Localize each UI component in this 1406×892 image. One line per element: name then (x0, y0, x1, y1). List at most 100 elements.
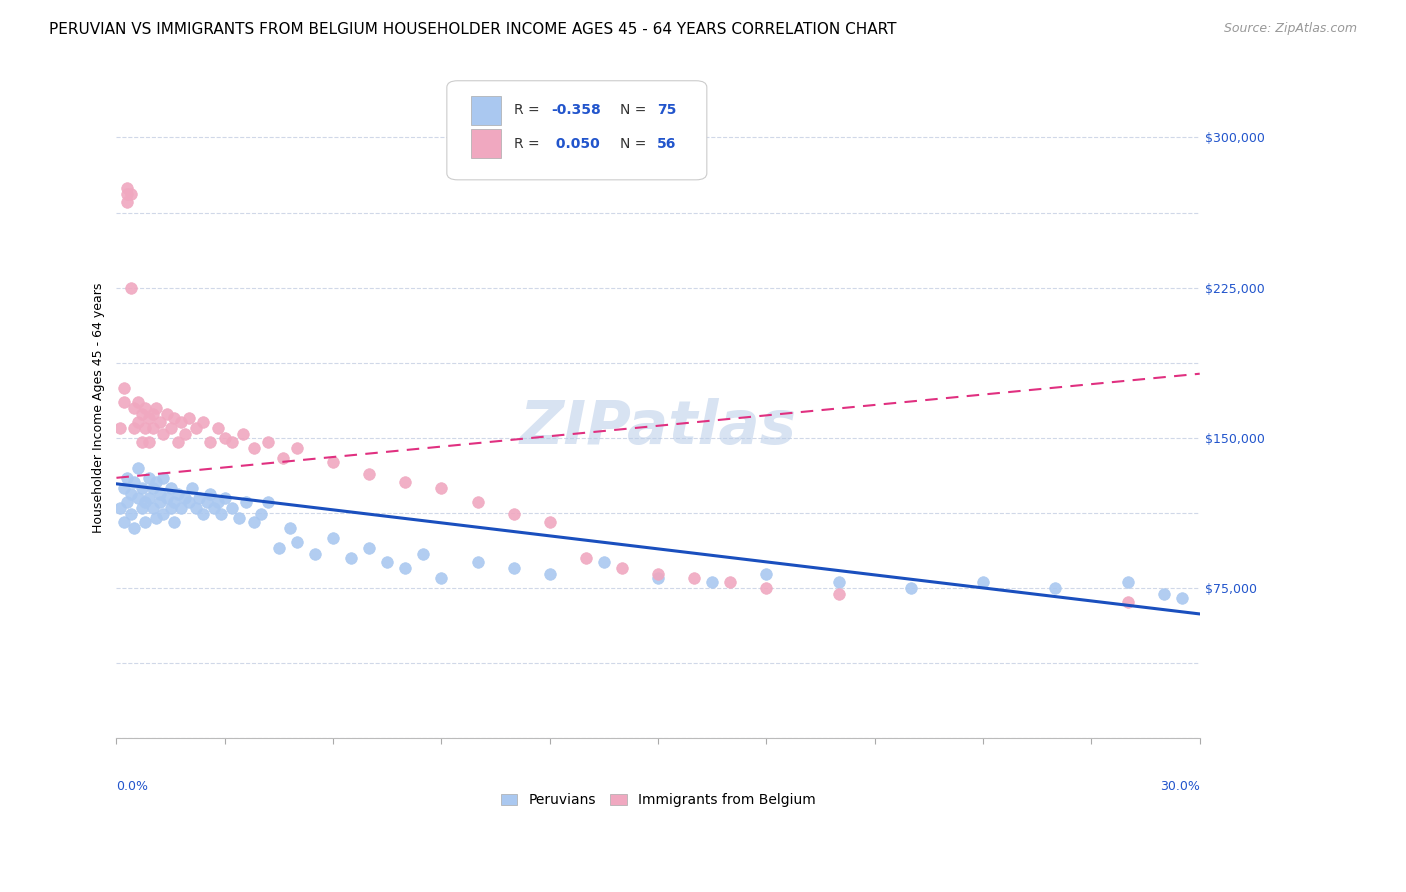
Point (124, 401, 146, 415)
Text: PERUVIAN VS IMMIGRANTS FROM BELGIUM HOUSEHOLDER INCOME AGES 45 - 64 YEARS CORREL: PERUVIAN VS IMMIGRANTS FROM BELGIUM HOUS… (49, 22, 897, 37)
Point (156, 491, 179, 505)
Point (1045, 581, 1067, 595)
Point (214, 491, 236, 505)
Point (112, 381, 135, 395)
Point (900, 581, 922, 595)
Point (159, 500, 181, 515)
Point (538, 566, 561, 581)
Point (156, 407, 179, 421)
Point (141, 421, 163, 435)
Point (207, 495, 229, 509)
Point (394, 561, 416, 575)
Point (108, 421, 131, 435)
Text: 0.0%: 0.0% (117, 780, 149, 793)
Point (267, 541, 290, 555)
Point (145, 401, 167, 415)
FancyBboxPatch shape (471, 95, 501, 126)
Point (209, 507, 232, 521)
Point (159, 421, 181, 435)
Point (131, 481, 153, 495)
Point (250, 507, 273, 521)
Point (134, 515, 156, 529)
Point (242, 441, 264, 455)
Y-axis label: Householder Income Ages 45 - 64 years: Householder Income Ages 45 - 64 years (93, 283, 105, 533)
Point (170, 415, 193, 429)
Point (112, 394, 135, 409)
Point (188, 491, 211, 505)
Point (242, 515, 264, 529)
Point (278, 521, 301, 535)
Point (702, 574, 724, 589)
Point (149, 495, 172, 509)
Point (181, 481, 204, 495)
Point (467, 495, 489, 509)
Text: R =: R = (515, 103, 544, 118)
Text: 56: 56 (657, 136, 676, 151)
Point (502, 561, 524, 575)
Point (214, 431, 236, 445)
FancyBboxPatch shape (471, 128, 501, 159)
Point (430, 481, 453, 495)
Point (120, 186, 142, 201)
Point (149, 487, 172, 501)
Point (127, 394, 149, 409)
Point (134, 401, 156, 415)
Point (120, 280, 142, 294)
Text: R =: R = (515, 136, 544, 151)
Point (112, 481, 135, 495)
Point (134, 421, 156, 435)
Point (285, 441, 308, 455)
Point (177, 495, 200, 509)
Point (159, 481, 181, 495)
Text: 0.050: 0.050 (551, 136, 599, 151)
Point (120, 487, 142, 501)
Point (127, 460, 149, 475)
Point (304, 547, 326, 561)
Point (117, 471, 139, 485)
FancyBboxPatch shape (447, 81, 707, 180)
Point (755, 566, 778, 581)
Point (141, 407, 163, 421)
Point (359, 467, 381, 481)
Text: N =: N = (620, 103, 651, 118)
Point (174, 491, 197, 505)
Point (117, 180, 139, 194)
Point (166, 434, 188, 449)
Point (141, 481, 163, 495)
Point (131, 500, 153, 515)
Point (375, 555, 398, 569)
Point (163, 410, 186, 425)
Point (127, 491, 149, 505)
Point (134, 495, 156, 509)
Point (221, 500, 243, 515)
Point (827, 587, 849, 601)
Point (117, 194, 139, 209)
Text: 30.0%: 30.0% (1160, 780, 1199, 793)
Point (221, 434, 243, 449)
Point (120, 507, 142, 521)
Text: N =: N = (620, 136, 651, 151)
Point (575, 550, 598, 565)
Point (145, 511, 167, 525)
Point (235, 495, 257, 509)
Point (755, 581, 778, 595)
Point (202, 500, 225, 515)
Point (972, 574, 994, 589)
Point (647, 566, 669, 581)
Point (149, 415, 172, 429)
Point (163, 495, 186, 509)
Point (502, 507, 524, 521)
Point (257, 495, 280, 509)
Point (394, 475, 416, 489)
Point (138, 434, 160, 449)
Text: ZIPatlas: ZIPatlas (520, 398, 797, 457)
Point (184, 500, 207, 515)
Point (232, 426, 254, 441)
Point (124, 421, 146, 435)
Point (127, 415, 149, 429)
Point (138, 471, 160, 485)
Point (322, 531, 344, 545)
Point (647, 571, 669, 585)
Point (1116, 574, 1139, 589)
Point (112, 515, 135, 529)
